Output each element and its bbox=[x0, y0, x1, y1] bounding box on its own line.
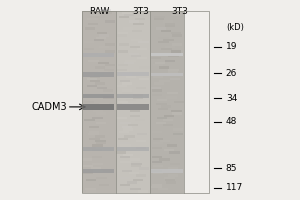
FancyBboxPatch shape bbox=[152, 53, 183, 56]
FancyBboxPatch shape bbox=[129, 149, 139, 151]
FancyBboxPatch shape bbox=[156, 122, 166, 124]
FancyBboxPatch shape bbox=[83, 104, 115, 110]
Text: (kD): (kD) bbox=[226, 23, 244, 32]
FancyBboxPatch shape bbox=[118, 101, 128, 103]
FancyBboxPatch shape bbox=[168, 69, 179, 71]
FancyBboxPatch shape bbox=[152, 169, 183, 173]
FancyBboxPatch shape bbox=[116, 11, 150, 193]
FancyBboxPatch shape bbox=[152, 73, 183, 76]
FancyBboxPatch shape bbox=[116, 117, 127, 119]
FancyBboxPatch shape bbox=[133, 94, 143, 96]
FancyBboxPatch shape bbox=[151, 186, 161, 188]
FancyBboxPatch shape bbox=[155, 62, 165, 64]
FancyBboxPatch shape bbox=[119, 16, 129, 18]
FancyBboxPatch shape bbox=[92, 117, 103, 119]
FancyBboxPatch shape bbox=[90, 14, 100, 16]
FancyBboxPatch shape bbox=[87, 85, 97, 87]
FancyBboxPatch shape bbox=[164, 149, 174, 151]
FancyBboxPatch shape bbox=[84, 119, 95, 121]
Text: 48: 48 bbox=[226, 117, 237, 126]
Text: 3T3: 3T3 bbox=[133, 7, 149, 16]
FancyBboxPatch shape bbox=[169, 151, 180, 154]
FancyBboxPatch shape bbox=[83, 72, 115, 77]
FancyBboxPatch shape bbox=[82, 11, 116, 193]
FancyBboxPatch shape bbox=[92, 144, 103, 147]
Text: CADM3: CADM3 bbox=[31, 102, 67, 112]
FancyBboxPatch shape bbox=[120, 184, 130, 186]
Text: 19: 19 bbox=[226, 42, 237, 51]
FancyBboxPatch shape bbox=[83, 94, 115, 98]
Text: 85: 85 bbox=[226, 164, 237, 173]
FancyBboxPatch shape bbox=[171, 50, 181, 53]
FancyBboxPatch shape bbox=[122, 154, 133, 156]
FancyBboxPatch shape bbox=[161, 30, 171, 32]
FancyBboxPatch shape bbox=[134, 23, 144, 25]
FancyBboxPatch shape bbox=[164, 115, 174, 117]
FancyBboxPatch shape bbox=[87, 78, 97, 80]
FancyBboxPatch shape bbox=[172, 112, 182, 115]
FancyBboxPatch shape bbox=[98, 53, 108, 55]
FancyBboxPatch shape bbox=[150, 11, 184, 193]
Text: RAW: RAW bbox=[89, 7, 110, 16]
FancyBboxPatch shape bbox=[130, 110, 140, 112]
FancyBboxPatch shape bbox=[167, 92, 178, 94]
FancyBboxPatch shape bbox=[171, 110, 182, 112]
FancyBboxPatch shape bbox=[117, 147, 148, 151]
Text: 3T3: 3T3 bbox=[171, 7, 188, 16]
FancyBboxPatch shape bbox=[152, 161, 162, 163]
FancyBboxPatch shape bbox=[122, 82, 132, 85]
FancyBboxPatch shape bbox=[133, 179, 143, 181]
FancyBboxPatch shape bbox=[152, 170, 162, 172]
FancyBboxPatch shape bbox=[122, 11, 132, 14]
FancyBboxPatch shape bbox=[93, 170, 103, 172]
FancyBboxPatch shape bbox=[139, 78, 149, 80]
FancyBboxPatch shape bbox=[117, 72, 148, 76]
FancyBboxPatch shape bbox=[83, 165, 93, 167]
FancyBboxPatch shape bbox=[83, 53, 115, 57]
Text: 34: 34 bbox=[226, 94, 237, 103]
FancyBboxPatch shape bbox=[117, 104, 148, 110]
FancyBboxPatch shape bbox=[100, 9, 111, 11]
FancyBboxPatch shape bbox=[159, 66, 169, 69]
FancyBboxPatch shape bbox=[98, 62, 109, 64]
Text: 26: 26 bbox=[226, 69, 237, 78]
FancyBboxPatch shape bbox=[152, 184, 162, 186]
FancyBboxPatch shape bbox=[83, 147, 115, 151]
FancyBboxPatch shape bbox=[86, 179, 96, 181]
FancyBboxPatch shape bbox=[94, 39, 104, 41]
FancyBboxPatch shape bbox=[156, 27, 167, 30]
FancyBboxPatch shape bbox=[152, 156, 162, 158]
FancyBboxPatch shape bbox=[165, 60, 175, 62]
FancyBboxPatch shape bbox=[118, 138, 128, 140]
FancyBboxPatch shape bbox=[95, 140, 106, 142]
FancyBboxPatch shape bbox=[83, 169, 115, 173]
FancyBboxPatch shape bbox=[117, 94, 148, 98]
Text: 117: 117 bbox=[226, 183, 243, 192]
FancyBboxPatch shape bbox=[151, 87, 161, 89]
FancyBboxPatch shape bbox=[116, 151, 126, 154]
